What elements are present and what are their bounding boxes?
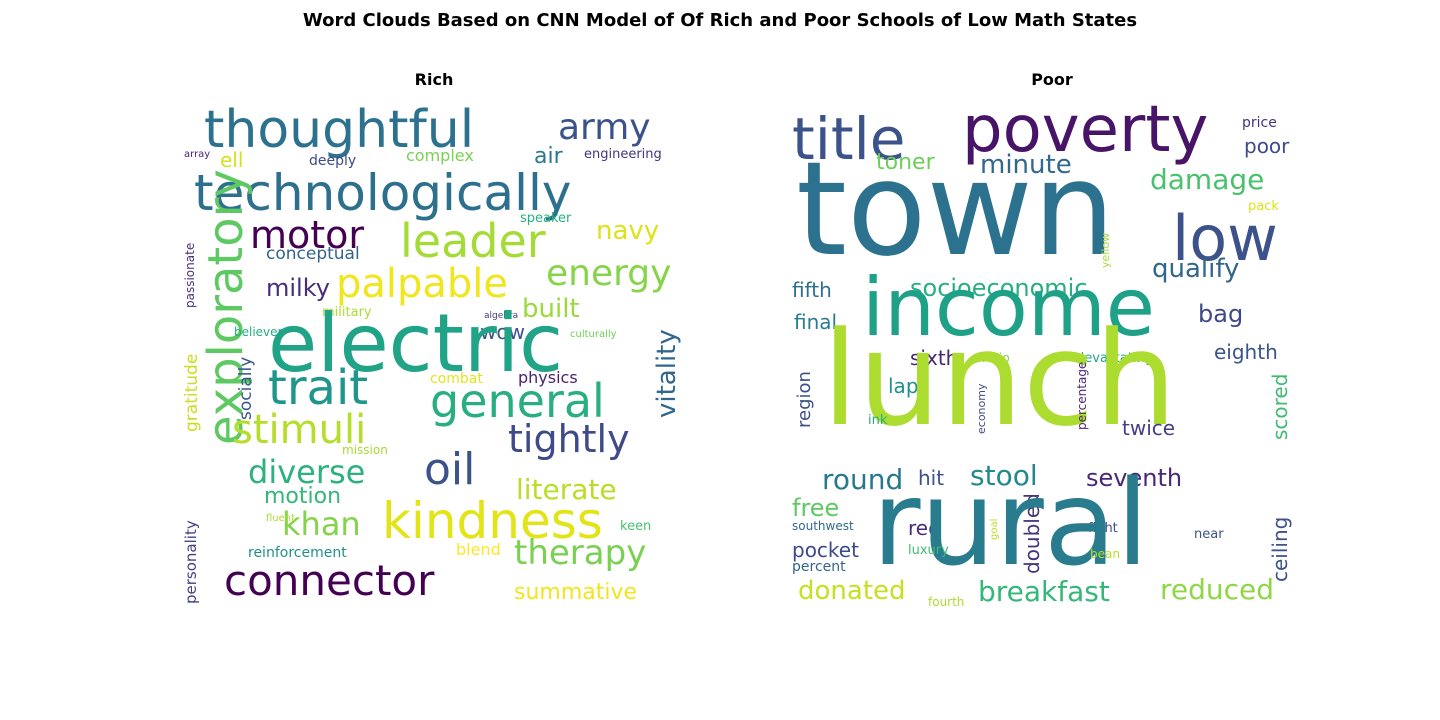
rich-word-algebra: algebra (484, 311, 519, 321)
rich-word-wow: wow (480, 320, 525, 344)
poor-word-southwest: southwest (792, 519, 854, 533)
rich-word-army: army (558, 107, 651, 148)
rich-word-conceptual: conceptual (266, 244, 360, 264)
poor-word-round: round (822, 463, 904, 496)
poor-word-pocket: pocket (792, 538, 859, 562)
rich-word-culturally: culturally (570, 329, 617, 340)
poor-word-title: title (792, 105, 906, 173)
poor-word-donated: donated (798, 576, 906, 606)
poor-word-low: low (1172, 202, 1278, 275)
rich-word-general: general (430, 374, 605, 428)
poor-word-economy: economy (975, 383, 988, 434)
poor-word-seventh: seventh (1086, 464, 1183, 492)
poor-word-toner: toner (876, 150, 935, 175)
rich-word-therapy: therapy (514, 533, 647, 573)
rich-word-connector: connector (224, 556, 435, 605)
rich-panel-title: Rich (414, 70, 454, 89)
poor-word-town: town (796, 133, 1116, 285)
poor-word-bag: bag (1198, 300, 1244, 328)
poor-word-income: income (862, 261, 1156, 354)
poor-word-price: price (1242, 115, 1277, 131)
poor-word-bean: bean (1090, 547, 1120, 561)
rich-word-motion: motion (264, 484, 342, 509)
rich-word-speaker: speaker (520, 211, 572, 226)
rich-word-navy: navy (596, 216, 660, 246)
rich-word-blend: blend (456, 540, 501, 559)
poor-word-twice: twice (1122, 416, 1176, 440)
poor-word-lap: lap (888, 374, 919, 398)
rich-word-military: military (322, 305, 372, 320)
poor-word-hit: hit (918, 466, 945, 490)
poor-word-scored: scored (1268, 373, 1292, 440)
poor-word-eighth: eighth (1214, 340, 1278, 364)
rich-word-physics: physics (518, 368, 578, 387)
poor-word-breakfast: breakfast (978, 575, 1110, 608)
rich-word-keen: keen (620, 519, 652, 534)
poor-word-poverty: poverty (962, 100, 1209, 167)
rich-word-stimuli: stimuli (232, 407, 367, 453)
figure-title: Word Clouds Based on CNN Model of Of Ric… (302, 10, 1138, 31)
rich-word-oil: oil (424, 444, 476, 495)
rich-word-believer: believer (234, 325, 283, 339)
poor-word-final: final (794, 310, 838, 334)
rich-word-energy: energy (546, 253, 672, 294)
rich-word-literate: literate (516, 473, 617, 506)
rich-word-mission: mission (342, 443, 388, 457)
poor-word-socioeconomic: socioeconomic (910, 274, 1088, 302)
poor-word-rural: rural (872, 454, 1149, 592)
rich-word-thoughtful: thoughtful (204, 100, 475, 160)
poor-word-pack: pack (1248, 199, 1279, 214)
rich-word-khan: khan (282, 505, 361, 543)
poor-word-percent: percent (792, 559, 846, 575)
rich-word-array: array (184, 149, 211, 160)
poor-word-free: free (792, 494, 840, 522)
poor-word-minute: minute (980, 150, 1072, 180)
rich-word-kindness: kindness (382, 492, 603, 550)
rich-word-gratitude: gratitude (182, 353, 202, 432)
rich-word-built: built (522, 294, 580, 324)
poor-word-damage: damage (1150, 163, 1265, 196)
poor-word-region: region (794, 371, 815, 428)
poor-panel-title: Poor (1031, 70, 1073, 89)
rich-word-motor: motor (250, 213, 365, 257)
rich-word-summative: summative (514, 580, 638, 605)
rich-word-complex: complex (406, 146, 474, 165)
poor-word-reduced: reduced (1160, 573, 1275, 606)
rich-word-reinforcement: reinforcement (248, 545, 347, 561)
poor-word-near: near (1194, 527, 1224, 542)
poor-word-qualify: qualify (1152, 254, 1240, 284)
rich-word-diverse: diverse (248, 453, 366, 491)
rich-word-milky: milky (266, 274, 330, 302)
rich-word-passionate: passionate (183, 242, 197, 308)
rich-word-leader: leader (400, 214, 546, 268)
poor-word-ink: ink (868, 413, 888, 428)
poor-word-ratio: ratio (982, 351, 1010, 365)
poor-word-fight: fight (1088, 521, 1118, 536)
poor-word-fourth: fourth (928, 595, 965, 609)
poor-word-percentage: percentage (1075, 361, 1089, 430)
rich-word-deeply: deeply (309, 153, 357, 169)
poor-word-poor: poor (1244, 134, 1290, 158)
poor-word-devastating: devastating (1076, 351, 1153, 366)
poor-word-red: red (908, 516, 941, 540)
rich-word-ell: ell (220, 148, 244, 172)
poor-word-luxury: luxury (908, 543, 949, 558)
poor-word-fifth: fifth (792, 278, 832, 302)
rich-word-fluent: fluent (266, 513, 296, 524)
rich-word-personality: personality (182, 520, 200, 604)
poor-word-stool: stool (970, 459, 1038, 492)
rich-word-cloud: thoughtful army ell deeply complex air enginee… (174, 100, 694, 620)
rich-word-technologically: technologically (194, 164, 572, 222)
rich-word-combat: combat (430, 371, 483, 387)
rich-word-palpable: palpable (336, 261, 509, 307)
rich-word-engineering: engineering (584, 147, 662, 162)
poor-word-sixth: sixth (910, 346, 959, 370)
rich-word-vitality: vitality (652, 329, 682, 418)
rich-word-trait: trait (268, 360, 369, 416)
rich-word-air: air (534, 144, 563, 169)
poor-word-lunch: lunch (822, 303, 1177, 455)
poor-word-cloud: title poverty price poor toner minute damage to… (792, 100, 1312, 620)
rich-word-electric: electric (268, 297, 564, 390)
rich-word-tightly: tightly (508, 417, 630, 461)
